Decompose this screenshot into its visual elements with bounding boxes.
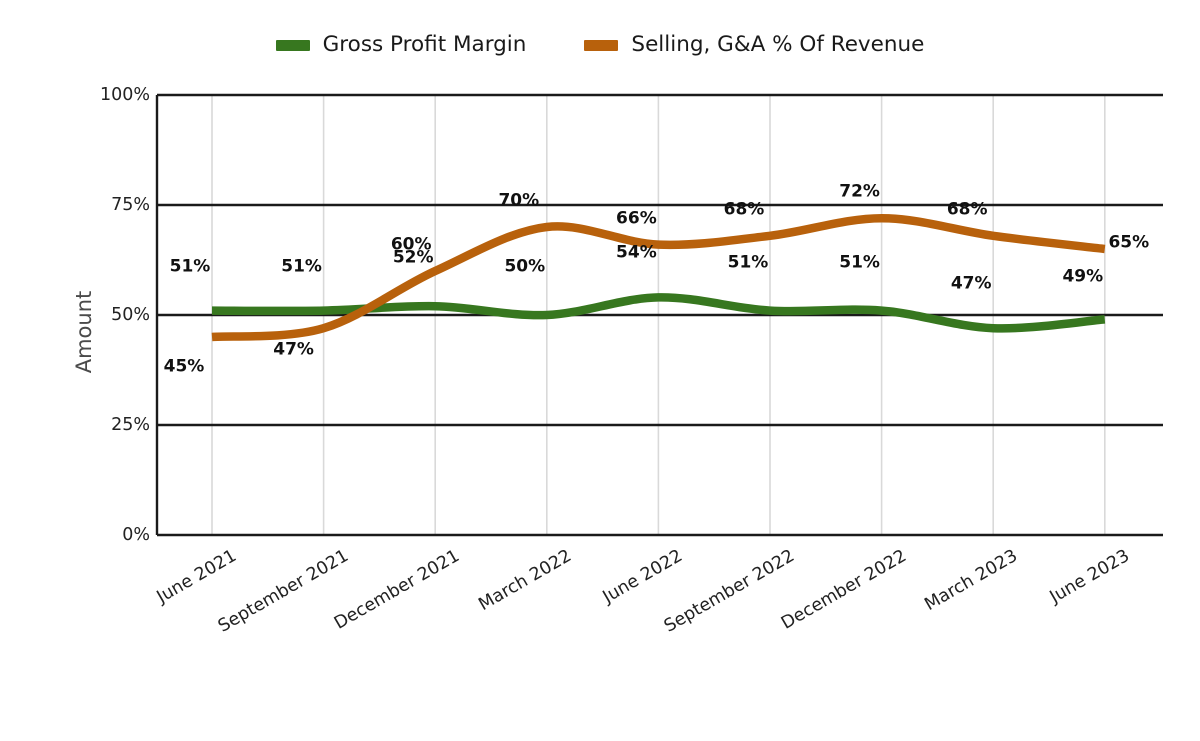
data-label: 47% <box>950 273 992 294</box>
legend-swatch-icon <box>275 39 310 51</box>
series-line-gross-profit-margin <box>211 293 1106 333</box>
data-label: 49% <box>1062 266 1104 287</box>
data-label: 68% <box>946 199 988 220</box>
data-label: 45% <box>163 356 205 377</box>
data-label: 70% <box>498 190 540 211</box>
data-label: 51% <box>839 252 880 273</box>
data-label: 66% <box>616 208 657 229</box>
data-label: 50% <box>504 256 546 277</box>
data-label: 54% <box>616 242 657 263</box>
series-line-selling-ga-percent-of-revenue <box>211 213 1106 342</box>
data-label: 47% <box>273 339 314 360</box>
chart-legend: Gross Profit Margin Selling, G&A % Of Re… <box>0 28 1200 62</box>
data-label: 72% <box>839 181 880 202</box>
data-label: 51% <box>281 256 322 277</box>
data-label: 51% <box>727 252 769 273</box>
legend-label: Selling, G&A % Of Revenue <box>631 32 925 58</box>
legend-item-selling-ga-percent-of-revenue[interactable]: Selling, G&A % Of Revenue <box>584 34 924 56</box>
data-label: 60% <box>390 234 432 255</box>
data-label: 65% <box>1108 232 1150 253</box>
y-tick-label: 0% <box>122 525 150 545</box>
y-tick-label: 50% <box>111 305 150 325</box>
data-label: 68% <box>723 199 765 220</box>
data-label: 52% <box>392 247 434 268</box>
data-label: 51% <box>169 256 211 277</box>
y-axis-tick-labels: 0% 25% 50% 75% 100% <box>90 0 150 741</box>
y-tick-label: 25% <box>111 415 150 435</box>
legend-label: Gross Profit Margin <box>322 32 527 58</box>
legend-item-gross-profit-margin[interactable]: Gross Profit Margin <box>275 32 527 58</box>
legend-swatch-icon <box>584 39 619 51</box>
y-tick-label: 75% <box>111 195 150 215</box>
y-tick-label: 100% <box>99 85 150 105</box>
